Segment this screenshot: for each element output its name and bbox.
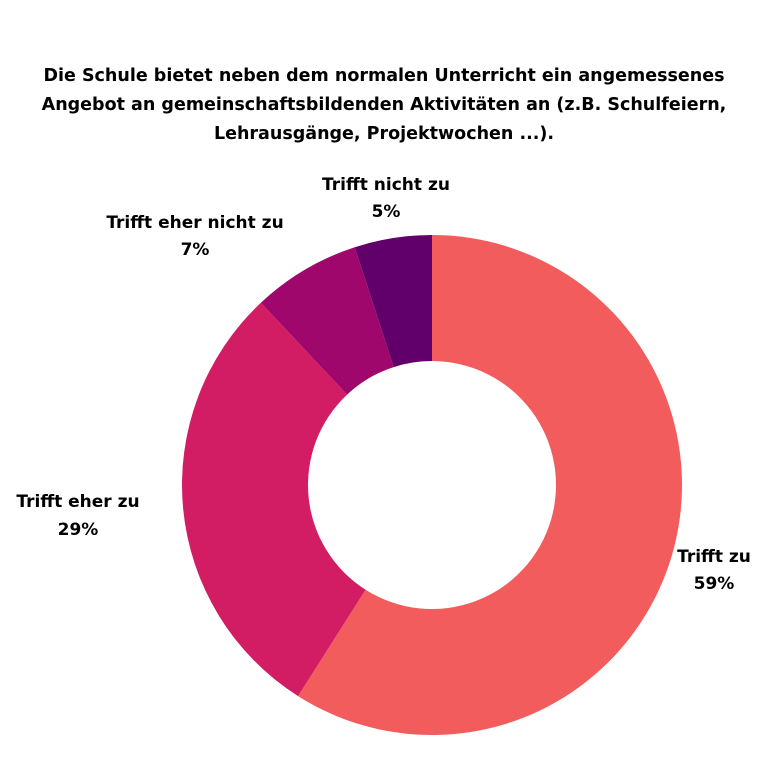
slice-value-trifft-zu: 59%: [694, 574, 735, 594]
slice-value-trifft-eher-zu: 29%: [58, 520, 99, 540]
slice-trifft-eher-nicht-zu: [260, 247, 394, 395]
chart-title: Die Schule bietet neben dem normalen Unt…: [41, 66, 727, 144]
slice-value-trifft-eher-nicht-zu: 7%: [181, 240, 210, 260]
slice-trifft-zu: [298, 235, 682, 735]
slice-label-trifft-eher-nicht-zu: Trifft eher nicht zu: [106, 213, 283, 233]
slice-label-trifft-nicht-zu: Trifft nicht zu: [322, 175, 450, 195]
slice-label-trifft-eher-zu: Trifft eher zu: [16, 492, 139, 512]
donut-labels: Trifft zu 59% Trifft eher zu 29% Trifft eher…: [16, 175, 750, 594]
slice-trifft-eher-zu: [182, 302, 366, 697]
slice-value-trifft-nicht-zu: 5%: [372, 202, 401, 222]
slice-trifft-nicht-zu: [354, 235, 432, 368]
donut-slices: [182, 235, 682, 735]
slice-label-trifft-zu: Trifft zu: [677, 547, 751, 567]
